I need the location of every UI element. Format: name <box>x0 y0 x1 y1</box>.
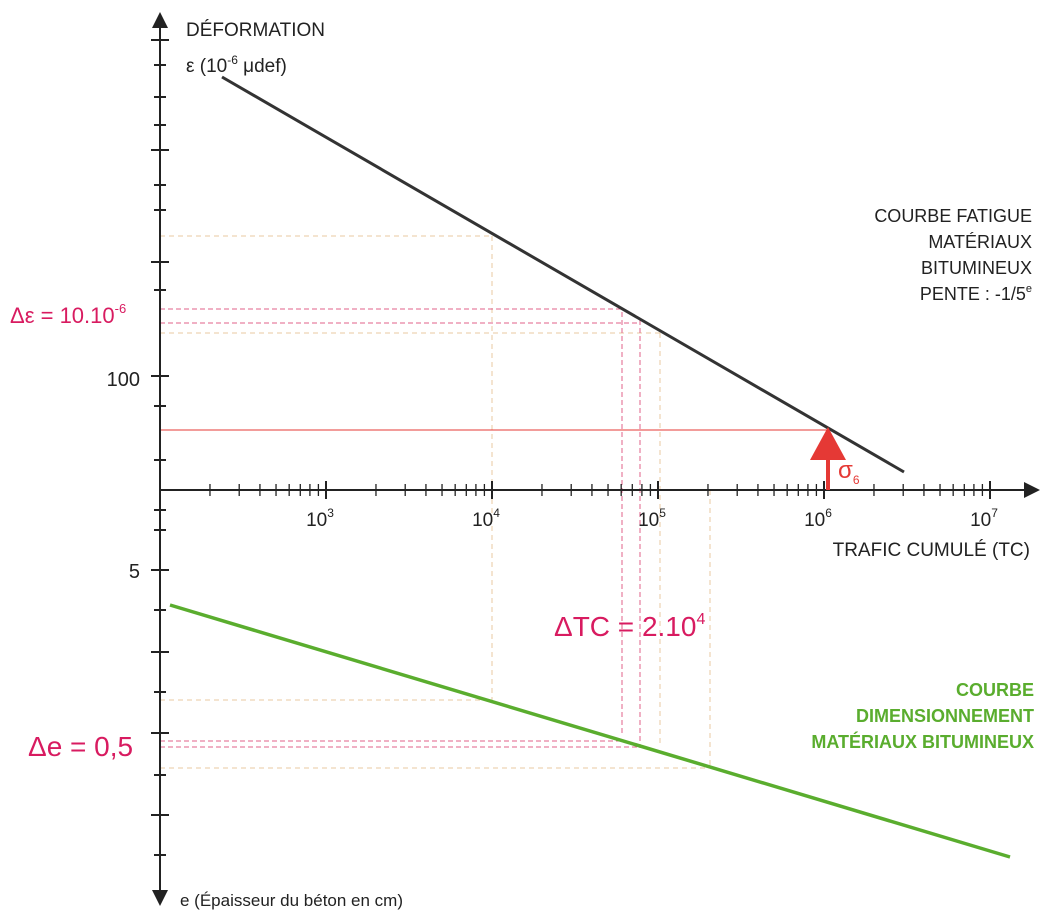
svg-text:BITUMINEUX: BITUMINEUX <box>921 258 1032 278</box>
y-axis-unit: ε (10-6 μdef) <box>186 53 287 77</box>
design-curve-line <box>169 603 1011 859</box>
svg-text:PENTE : -1/5e: PENTE : -1/5e <box>920 283 1032 304</box>
delta-lines <box>160 308 641 748</box>
svg-text:COURBE: COURBE <box>956 680 1034 700</box>
svg-text:MATÉRIAUX BITUMINEUX: MATÉRIAUX BITUMINEUX <box>811 731 1034 752</box>
x-tick-labels: 103 104 105 106 107 <box>306 506 998 531</box>
delta-epsilon-label: Δε = 10.10-6 <box>10 301 126 328</box>
y-axis-title: DÉFORMATION <box>186 20 325 41</box>
horizontal-axis <box>160 481 1040 499</box>
delta-e-label: Δe = 0,5 <box>28 731 133 762</box>
arrow-right-icon <box>1024 482 1040 498</box>
guide-lines <box>160 235 711 769</box>
sigma-label: σ6 <box>838 457 860 487</box>
x-tick-label: 106 <box>804 506 832 531</box>
y-tick-5: 5 <box>129 561 140 583</box>
sigma-arrow <box>810 427 846 490</box>
arrow-down-icon <box>152 890 168 906</box>
svg-text:COURBE FATIGUE: COURBE FATIGUE <box>874 206 1032 226</box>
x-tick-label: 104 <box>472 506 500 531</box>
y-tick-100: 100 <box>107 369 140 391</box>
vertical-axis <box>151 12 169 906</box>
delta-tc-label: ΔTC = 2.104 <box>554 611 705 642</box>
design-curve-label: COURBE DIMENSIONNEMENT MATÉRIAUX BITUMIN… <box>811 680 1034 752</box>
svg-text:DIMENSIONNEMENT: DIMENSIONNEMENT <box>856 706 1034 726</box>
thickness-axis-title: e (Épaisseur du béton en cm) <box>180 891 403 910</box>
x-tick-label: 105 <box>638 506 666 531</box>
arrow-up-icon <box>152 12 168 28</box>
x-tick-label: 107 <box>970 506 998 531</box>
svg-text:MATÉRIAUX: MATÉRIAUX <box>928 232 1032 252</box>
x-tick-label: 103 <box>306 506 334 531</box>
fatigue-curve-line <box>221 75 905 474</box>
fatigue-curve-label: COURBE FATIGUE MATÉRIAUX BITUMINEUX PENT… <box>874 206 1032 304</box>
x-axis-title: TRAFIC CUMULÉ (TC) <box>833 540 1030 561</box>
